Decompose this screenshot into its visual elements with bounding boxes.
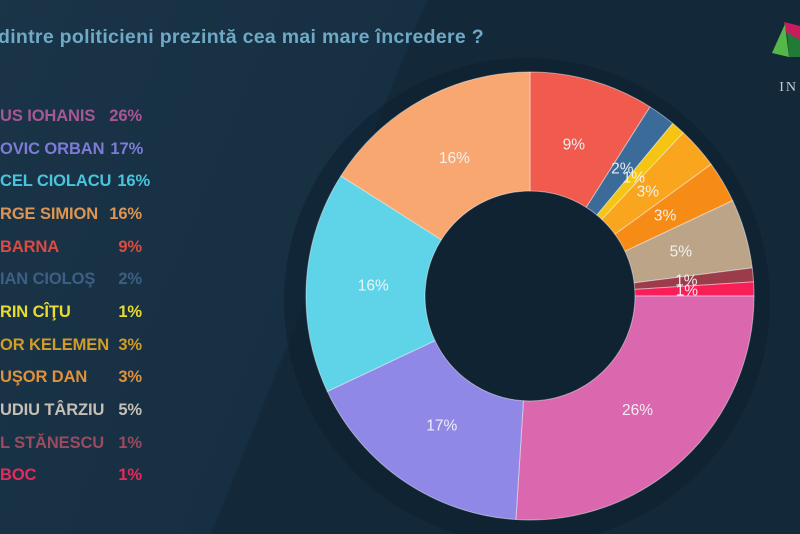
- pie-slice[interactable]: [529, 71, 651, 208]
- logo-pyramid-icon: [772, 22, 800, 57]
- legend-item[interactable]: L STĂNESCU 1%: [0, 427, 142, 460]
- legend-value: 2%: [118, 270, 142, 289]
- legend-value: 16%: [109, 204, 142, 223]
- legend-value: 1%: [118, 433, 142, 452]
- legend-value: 1%: [118, 466, 142, 485]
- slice-label: 17%: [426, 417, 457, 434]
- legend-label: L STĂNESCU: [0, 433, 105, 452]
- legend-value: 5%: [118, 401, 142, 420]
- legend-item[interactable]: RGE SIMION 16%: [0, 198, 142, 231]
- brand-text: IN: [779, 80, 798, 95]
- legend-value: 16%: [117, 172, 151, 191]
- legend-label: RIN CÎŢU: [0, 302, 71, 321]
- legend-label: OVIC ORBAN: [0, 139, 105, 158]
- donut-slice-labels: 9%2%1%3%3%5%1%1%26%17%16%16%: [358, 137, 699, 435]
- slice-label: 9%: [563, 137, 586, 154]
- legend-item[interactable]: OVIC ORBAN 17%: [0, 133, 144, 166]
- slice-label: 1%: [675, 273, 698, 290]
- legend-item[interactable]: BARNA 9%: [0, 231, 142, 264]
- slice-label: 2%: [611, 161, 634, 178]
- slice-label: 3%: [637, 184, 660, 201]
- legend-value: 26%: [109, 106, 142, 125]
- legend-value: 3%: [118, 335, 142, 354]
- legend-item[interactable]: UŞOR DAN 3%: [0, 362, 142, 395]
- legend-item[interactable]: BOC 1%: [0, 460, 142, 493]
- brand-logo: IN: [772, 22, 800, 102]
- chart-legend: US IOHANIS 26% OVIC ORBAN 17% CEL CIOLACU 16%…: [0, 100, 150, 493]
- legend-item[interactable]: CEL CIOLACU 16%: [0, 165, 150, 198]
- legend-label: OR KELEMEN: [0, 335, 110, 354]
- pie-slice[interactable]: [340, 71, 531, 241]
- slice-label: 3%: [654, 208, 677, 225]
- legend-item[interactable]: IAN CIOLOŞ 2%: [0, 263, 142, 296]
- legend-item[interactable]: OR KELEMEN 3%: [0, 329, 142, 362]
- legend-value: 1%: [118, 302, 142, 321]
- legend-label: IAN CIOLOŞ: [0, 270, 96, 289]
- legend-value: 3%: [118, 368, 142, 387]
- donut-slices: [305, 71, 755, 521]
- legend-value: 17%: [110, 139, 144, 158]
- legend-item[interactable]: RIN CÎŢU 1%: [0, 296, 142, 329]
- legend-label: UDIU TÂRZIU: [0, 401, 105, 420]
- slice-label: 5%: [670, 244, 693, 261]
- legend-label: BOC: [0, 466, 37, 485]
- legend-label: US IOHANIS: [0, 106, 96, 125]
- pie-slice[interactable]: [326, 340, 524, 521]
- slice-label: 16%: [439, 150, 470, 167]
- slice-label: 1%: [623, 170, 646, 187]
- legend-item[interactable]: UDIU TÂRZIU 5%: [0, 394, 142, 427]
- slice-label: 16%: [358, 278, 389, 295]
- legend-value: 9%: [118, 237, 142, 256]
- legend-label: BARNA: [0, 237, 60, 256]
- legend-label: CEL CIOLACU: [0, 172, 112, 191]
- pie-slice[interactable]: [515, 295, 755, 521]
- slice-label: 1%: [676, 283, 699, 300]
- legend-item[interactable]: US IOHANIS 26%: [0, 100, 142, 133]
- legend-label: UŞOR DAN: [0, 368, 88, 387]
- page-title: dintre politicieni prezintă cea mai mare…: [0, 26, 484, 48]
- legend-label: RGE SIMION: [0, 204, 99, 223]
- pie-slice[interactable]: [305, 175, 442, 392]
- slice-label: 26%: [622, 402, 653, 419]
